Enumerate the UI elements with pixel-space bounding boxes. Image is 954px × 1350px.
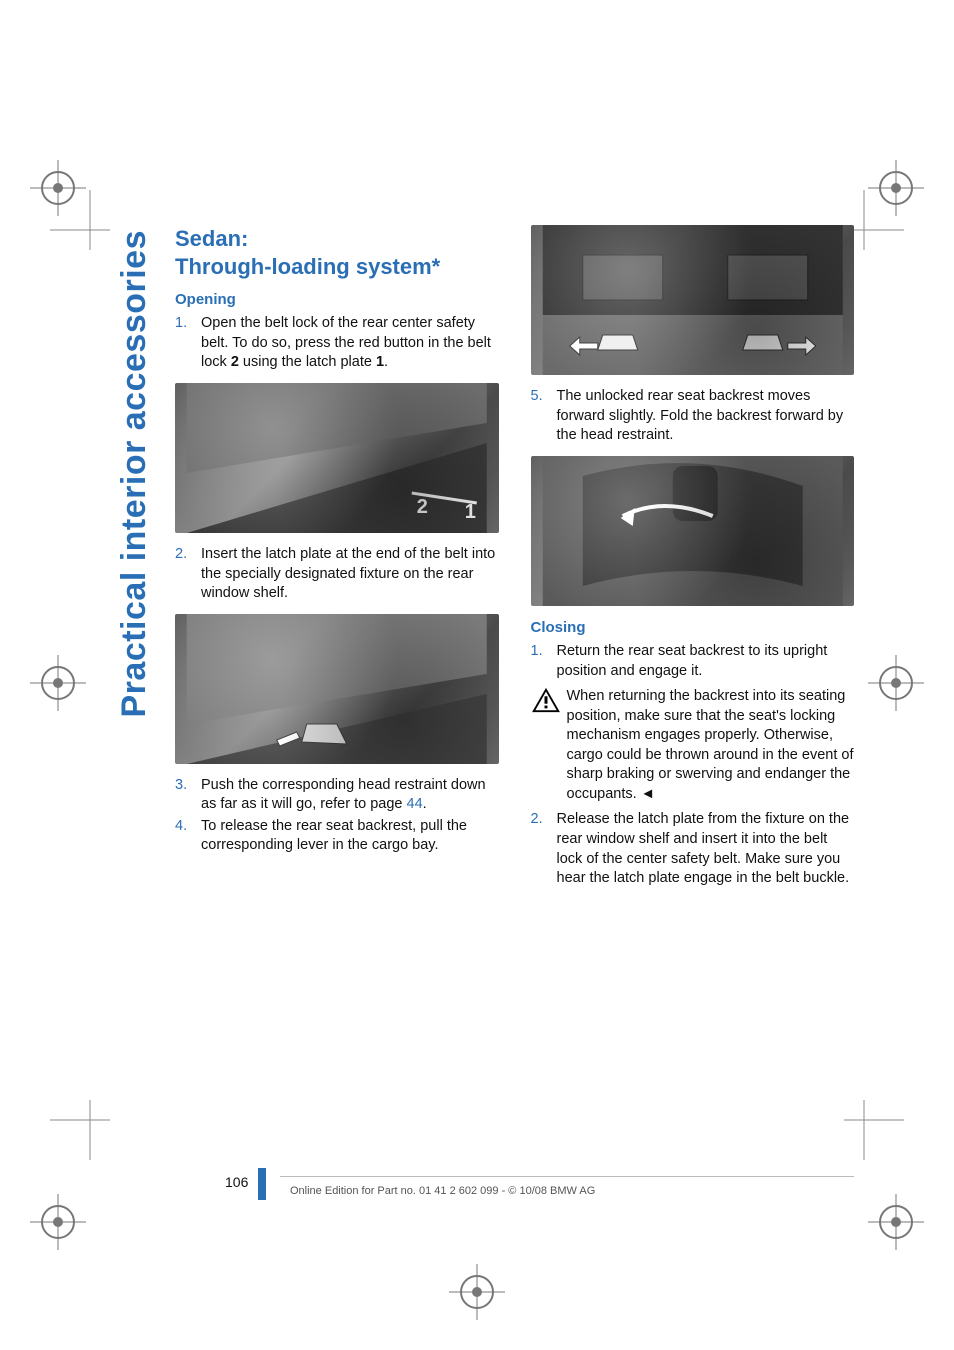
step-text-part: . [384, 354, 388, 370]
step-text: The unlocked rear seat backrest moves fo… [557, 387, 855, 446]
step-number: 1. [175, 314, 201, 373]
registration-mark [868, 1194, 924, 1250]
left-column: Sedan:Through-loading system* Opening 1.… [175, 225, 499, 891]
step-number: 5. [531, 387, 557, 446]
registration-mark [868, 160, 924, 216]
callout-number: 2 [231, 354, 239, 370]
step: 2. Release the latch plate from the fixt… [531, 810, 855, 888]
step-text-part: Push the corresponding head restraint do… [201, 777, 486, 813]
page-number-bar [258, 1168, 266, 1200]
step-text-part: . [423, 796, 427, 812]
warning-note: When returning the backrest into its sea… [531, 687, 855, 804]
registration-mark [868, 655, 924, 711]
registration-mark [449, 1264, 505, 1320]
step: 1. Open the belt lock of the rear center… [175, 314, 499, 373]
step: 2. Insert the latch plate at the end of … [175, 545, 499, 604]
step-text: Open the belt lock of the rear center sa… [201, 314, 499, 373]
warning-text: When returning the backrest into its sea… [567, 687, 855, 804]
svg-text:2: 2 [417, 496, 428, 518]
svg-text:1: 1 [465, 501, 476, 523]
page-number: 106 [225, 1174, 248, 1190]
closing-heading: Closing [531, 618, 855, 638]
step-number: 2. [531, 810, 557, 888]
warning-icon [531, 687, 561, 713]
step-text: Push the corresponding head restraint do… [201, 776, 499, 815]
step: 3. Push the corresponding head restraint… [175, 776, 499, 815]
step-text: To release the rear seat backrest, pull … [201, 817, 499, 856]
callout-number: 1 [376, 354, 384, 370]
step-number: 1. [531, 642, 557, 681]
step-number: 4. [175, 817, 201, 856]
section-title: Sedan:Through-loading system* [175, 225, 499, 280]
figure-fold-backrest [531, 456, 855, 606]
figure-window-shelf [175, 614, 499, 764]
footer-rule [280, 1176, 854, 1177]
registration-mark [30, 160, 86, 216]
right-column: 5. The unlocked rear seat backrest moves… [531, 225, 855, 891]
step-number: 2. [175, 545, 201, 604]
step-text: Insert the latch plate at the end of the… [201, 545, 499, 604]
footer-text: Online Edition for Part no. 01 41 2 602 … [290, 1185, 595, 1197]
step-text-part: using the latch plate [239, 354, 376, 370]
end-mark-icon: ◄ [637, 786, 655, 802]
registration-mark [30, 1194, 86, 1250]
page-reference-link[interactable]: 44 [407, 796, 423, 812]
chapter-tab: Practical interior accessories [115, 230, 154, 718]
figure-cargo-lever [531, 225, 855, 375]
step: 5. The unlocked rear seat backrest moves… [531, 387, 855, 446]
warning-body: When returning the backrest into its sea… [567, 688, 854, 802]
registration-mark [30, 655, 86, 711]
step: 4. To release the rear seat backrest, pu… [175, 817, 499, 856]
figure-belt-lock: 2 1 [175, 383, 499, 533]
step-text: Release the latch plate from the fixture… [557, 810, 855, 888]
step-text: Return the rear seat backrest to its upr… [557, 642, 855, 681]
step: 1. Return the rear seat backrest to its … [531, 642, 855, 681]
opening-heading: Opening [175, 290, 499, 310]
step-number: 3. [175, 776, 201, 815]
